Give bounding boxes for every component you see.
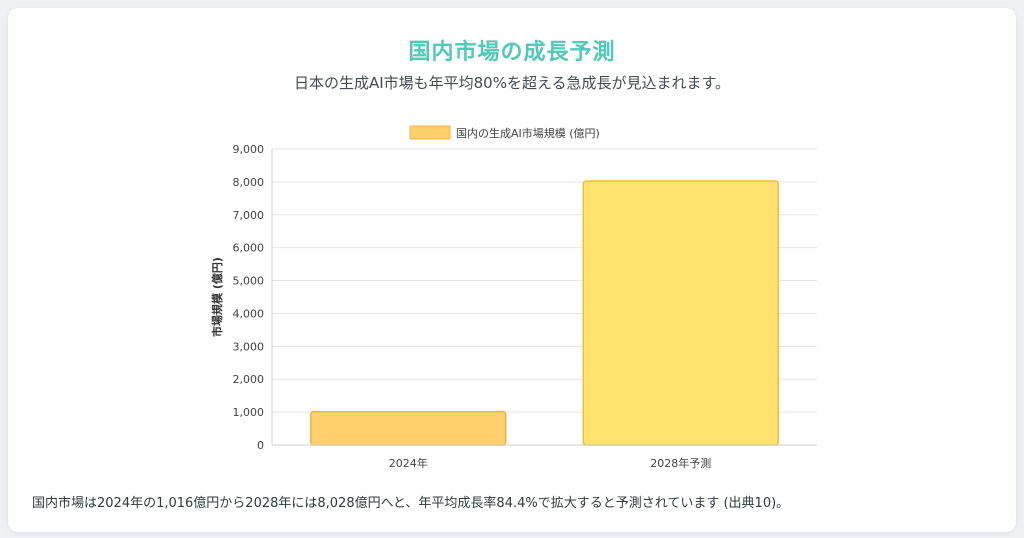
bar-2[interactable] <box>582 180 779 446</box>
y-tick-label: 7,000 <box>233 209 265 222</box>
legend-label: 国内の生成AI市場規模 (億円) <box>456 126 600 140</box>
y-tick-label: 6,000 <box>233 242 265 255</box>
y-axis-ticks: 0 1,000 2,000 3,000 4,000 5,000 6,000 7,000 8,00… <box>233 143 265 452</box>
y-tick-label: 3,000 <box>233 340 265 353</box>
bars <box>310 180 779 446</box>
y-tick-label: 0 <box>257 439 264 452</box>
x-tick-label: 2028年予測 <box>650 456 711 470</box>
y-tick-label: 1,000 <box>233 406 265 419</box>
legend[interactable]: 国内の生成AI市場規模 (億円) <box>409 125 600 140</box>
footnote: 国内市場は2024年の1,016億円から2028年には8,028億円へと、年平均… <box>32 496 790 511</box>
bar-chart: 国内の生成AI市場規模 (億円) 0 1,000 2,000 3,000 4,000 5,… <box>210 125 817 470</box>
bar-1[interactable] <box>310 410 507 446</box>
chart-subtitle: 日本の生成AI市場も年平均80%を超える急成長が見込まれます。 <box>293 74 731 92</box>
y-tick-label: 5,000 <box>233 275 265 288</box>
x-tick-label: 2024年 <box>389 456 428 470</box>
y-tick-label: 8,000 <box>233 176 265 189</box>
legend-swatch <box>409 125 451 140</box>
x-axis-ticks: 2024年 2028年予測 <box>389 456 712 470</box>
y-tick-label: 4,000 <box>233 307 265 320</box>
y-tick-label: 2,000 <box>233 373 265 386</box>
y-axis-title: 市場規模 (億円) <box>210 257 224 337</box>
chart-title: 国内市場の成長予測 <box>408 40 616 65</box>
y-tick-label: 9,000 <box>233 143 265 156</box>
